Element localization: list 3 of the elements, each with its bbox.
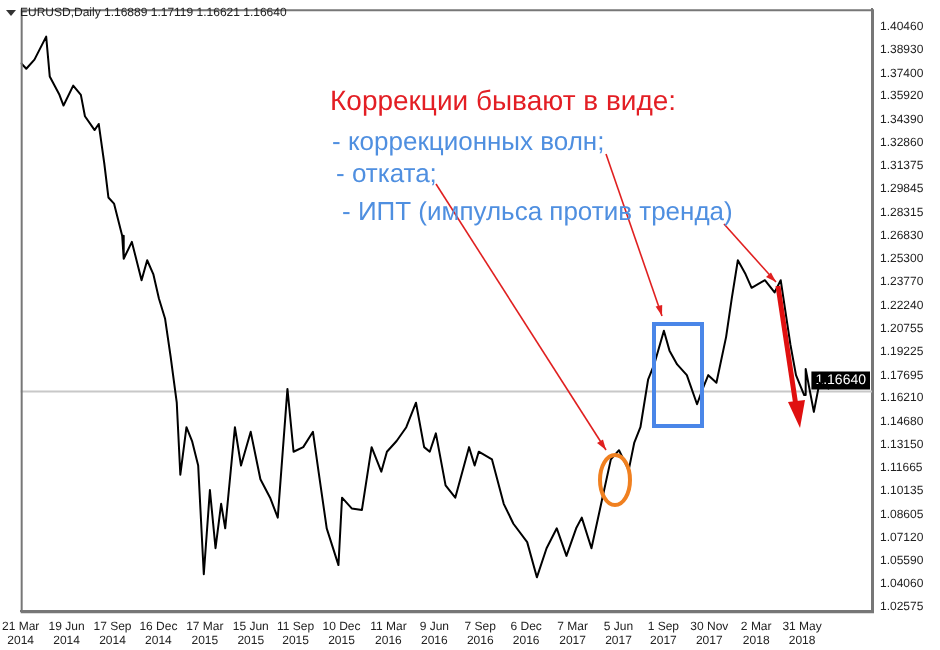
annotation: Коррекции бывают в виде: — [330, 84, 677, 116]
annotation: - отката; — [336, 158, 437, 188]
annotation: - коррекционных волн; — [332, 126, 605, 156]
